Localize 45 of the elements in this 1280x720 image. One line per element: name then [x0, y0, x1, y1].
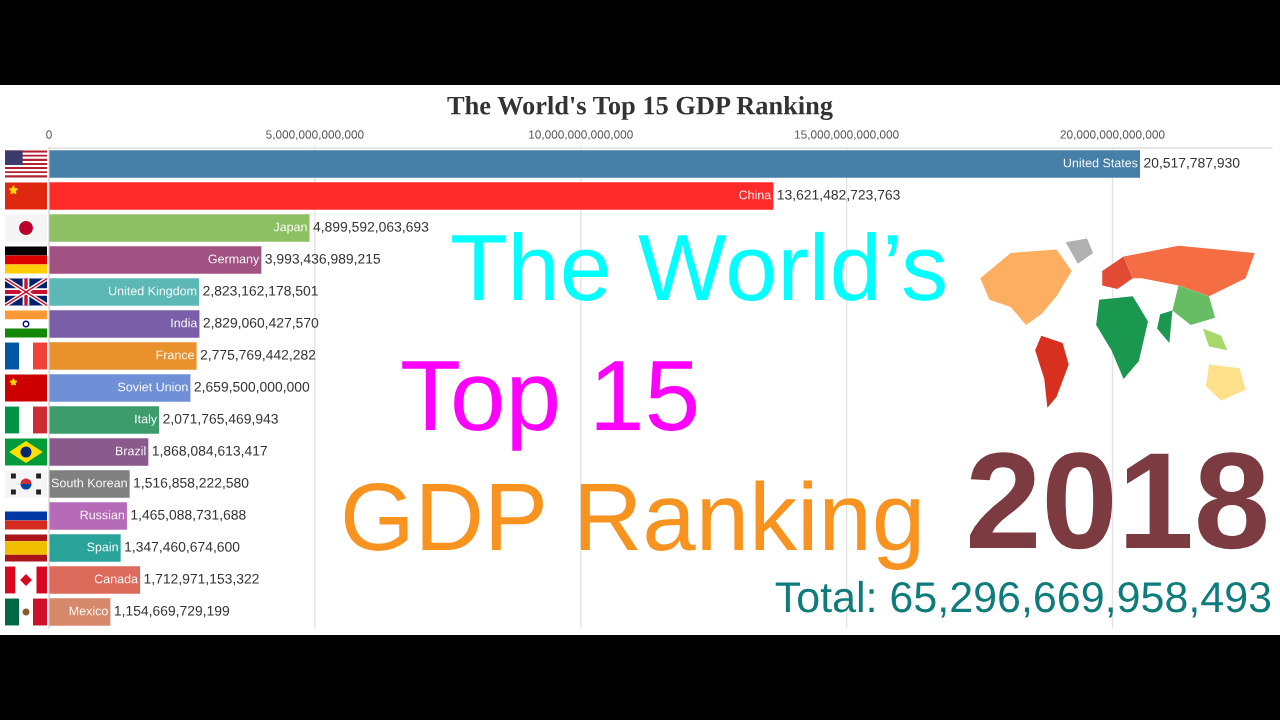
y-tick-label: Japan [273, 222, 307, 234]
y-tick-label: France [156, 350, 194, 360]
annotation: Top 15 [402, 361, 697, 451]
y-tick-label: Canada [94, 574, 138, 584]
y-tick-label: Italy [135, 414, 158, 426]
data-label: 2,659,500,000,000 [194, 381, 310, 394]
data-label: 2,775,769,442,282 [200, 349, 316, 362]
data-label: 3,993,436,989,215 [265, 253, 381, 266]
bar [49, 502, 127, 530]
data-label: 2,829,060,427,570 [203, 317, 319, 330]
y-tick-label: China [739, 190, 772, 200]
y-tick-label: Mexico [69, 606, 108, 616]
x-tick-label: 5,000,000,000,000 [266, 130, 364, 141]
y-tick-label: Germany [208, 254, 260, 266]
y-tick-label: United States [1063, 158, 1138, 168]
data-label: 1,516,858,222,580 [134, 477, 249, 490]
data-label: 1,154,669,729,199 [114, 605, 230, 618]
data-label: 1,712,971,153,322 [144, 573, 259, 586]
y-tick-label: Spain [87, 542, 118, 554]
annotation: 2018 [970, 452, 1266, 550]
y-tick-label: South Korean [51, 478, 127, 488]
annotation: The World’s [452, 231, 945, 301]
annotation: GDP Ranking [344, 480, 920, 570]
data-label: 2,071,765,469,943 [163, 413, 278, 426]
data-label: 1,868,084,613,417 [152, 445, 267, 458]
y-tick-label: Russian [80, 510, 125, 520]
data-label: 2,823,162,178,501 [203, 285, 318, 298]
chart-title: The World's Top 15 GDP Ranking [447, 95, 833, 121]
y-tick-label: Brazil [116, 446, 146, 456]
y-tick-label: United Kingdom [109, 286, 197, 298]
bar [49, 310, 200, 338]
y-tick-label: Soviet Union [118, 382, 188, 392]
x-tick-label: 15,000,000,000,000 [794, 130, 899, 141]
x-tick-label: 0 [46, 130, 52, 139]
x-tick-label: 10,000,000,000,000 [529, 130, 633, 141]
y-tick-label: India [171, 318, 198, 328]
data-label: 1,347,460,674,600 [125, 541, 240, 554]
bar [49, 150, 1141, 178]
annotation: Total: 65,296,669,958,493 [775, 580, 1271, 618]
data-label: 1,465,088,731,688 [131, 509, 246, 522]
data-label: 4,899,592,063,693 [313, 221, 429, 234]
annotation: 20,517,787,930 [1144, 157, 1240, 170]
x-tick-label: 20,000,000,000,000 [1060, 130, 1165, 141]
data-label: 13,621,482,723,763 [777, 189, 900, 202]
bar [49, 246, 262, 274]
